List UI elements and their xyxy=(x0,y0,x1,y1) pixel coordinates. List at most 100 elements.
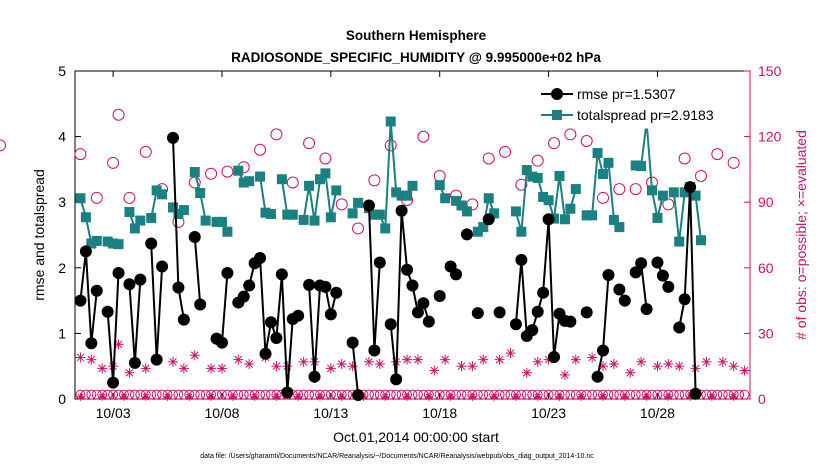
asterisk-stroke xyxy=(382,393,389,400)
obs-evaluated-point xyxy=(124,367,135,378)
rmse-point xyxy=(264,316,277,329)
rmse-point xyxy=(90,284,103,297)
obs-evaluated-zero-point xyxy=(163,392,172,401)
data-file-footnote: data file: /Users/gharamti/Documents/NCA… xyxy=(200,453,594,460)
obs-evaluated-zero-point xyxy=(294,392,303,401)
totalspread-point xyxy=(679,187,690,198)
rmse-point xyxy=(591,370,604,383)
obs-evaluated-zero-point xyxy=(599,392,608,401)
obs-possible-zero-point xyxy=(712,389,723,400)
asterisk-stroke xyxy=(125,368,134,377)
obs-possible-point xyxy=(319,152,332,165)
obs-possible-point xyxy=(335,198,348,211)
totalspread-point xyxy=(108,238,119,249)
chart-subtitle: RADIOSONDE_SPECIFIC_HUMIDITY @ 9.995000e… xyxy=(231,50,601,65)
obs-evaluated-point xyxy=(494,354,505,365)
totalspread-point xyxy=(135,215,146,226)
totalspread-point xyxy=(189,167,200,178)
obs-evaluated-point xyxy=(440,354,451,365)
rmse-point xyxy=(678,293,691,306)
totalspread-point xyxy=(434,180,445,191)
totalspread-point xyxy=(233,165,244,176)
totalspread-point xyxy=(696,235,707,246)
obs-possible-point xyxy=(254,143,267,156)
obs-possible-zero-point xyxy=(603,389,614,400)
asterisk-stroke xyxy=(708,393,716,400)
totalspread-point xyxy=(554,170,565,181)
rmse-point xyxy=(390,373,403,386)
asterisk-stroke xyxy=(207,364,215,373)
totalspread-point xyxy=(86,238,97,249)
obs-possible-zero-point xyxy=(668,389,679,400)
asterisk-stroke xyxy=(643,393,650,400)
rmse-point xyxy=(254,251,267,264)
totalspread-point xyxy=(652,212,663,223)
obs-possible-point xyxy=(417,130,430,143)
obs-possible-zero-point xyxy=(195,389,206,400)
rmse-point xyxy=(150,353,163,366)
asterisk-stroke xyxy=(295,393,302,400)
rmse-point xyxy=(597,344,610,357)
totalspread-point xyxy=(347,208,358,219)
y-right-tick-label: 150 xyxy=(758,63,782,79)
asterisk-stroke xyxy=(98,364,107,373)
rmse-point xyxy=(259,347,272,360)
obs-evaluated-zero-point xyxy=(729,392,738,401)
obs-evaluated-point xyxy=(178,363,189,374)
totalspread-point xyxy=(461,206,472,217)
obs-evaluated-zero-point xyxy=(620,392,629,401)
y-tick-label: 5 xyxy=(58,63,66,79)
obs-possible-point xyxy=(221,165,234,178)
obs-evaluated-point xyxy=(412,354,423,365)
obs-possible-point xyxy=(74,148,87,161)
rmse-point xyxy=(319,280,332,293)
totalspread-point xyxy=(483,193,494,204)
asterisk-stroke xyxy=(664,360,673,368)
asterisk-stroke xyxy=(469,393,476,400)
totalspread-point xyxy=(630,160,641,171)
rmse-point xyxy=(79,245,92,258)
obs-evaluated-zero-point xyxy=(642,392,651,401)
obs-evaluated-point xyxy=(325,363,336,374)
asterisk-stroke xyxy=(534,393,541,400)
obs-possible-zero-point xyxy=(652,389,663,400)
totalspread-point xyxy=(668,187,679,198)
rmse-point xyxy=(74,294,87,307)
asterisk-stroke xyxy=(272,362,281,371)
totalspread-point xyxy=(304,180,315,191)
y-tick-label: 1 xyxy=(58,325,66,341)
asterisk-stroke xyxy=(512,393,520,400)
totalspread-point xyxy=(521,165,532,176)
totalspread-point xyxy=(195,188,206,199)
asterisk-stroke xyxy=(403,393,411,400)
obs-possible-zero-point xyxy=(418,389,429,400)
totalspread-point xyxy=(456,200,467,211)
obs-evaluated-point xyxy=(739,365,750,376)
rmse-point xyxy=(275,268,288,281)
obs-possible-zero-point xyxy=(461,389,472,400)
asterisk-stroke xyxy=(218,364,226,373)
obs-evaluated-point xyxy=(233,354,244,365)
obs-possible-zero-point xyxy=(440,389,451,400)
obs-possible-point xyxy=(112,108,125,121)
asterisk-stroke xyxy=(479,355,488,364)
totalspread-point xyxy=(472,226,483,237)
rmse-point xyxy=(303,278,316,291)
obs-possible-point xyxy=(352,222,365,235)
totalspread-point xyxy=(374,209,385,220)
y-right-axis-label: # of obs: o=possible; ×=evaluated xyxy=(793,130,809,340)
totalspread-point xyxy=(255,171,266,182)
obs-possible-zero-point xyxy=(587,389,598,400)
asterisk-stroke xyxy=(599,393,607,400)
obs-possible-zero-point xyxy=(581,389,592,400)
asterisk-stroke xyxy=(403,355,411,364)
x-tick-label: 10/18 xyxy=(422,405,457,421)
asterisk-stroke xyxy=(142,393,149,400)
asterisk-stroke xyxy=(637,357,645,366)
totalspread-point xyxy=(690,190,701,201)
rmse-point xyxy=(580,306,593,319)
obs-possible-zero-point xyxy=(570,389,581,400)
rmse-point xyxy=(156,260,169,273)
totalspread-point xyxy=(570,184,581,195)
totalspread-point xyxy=(385,116,396,127)
